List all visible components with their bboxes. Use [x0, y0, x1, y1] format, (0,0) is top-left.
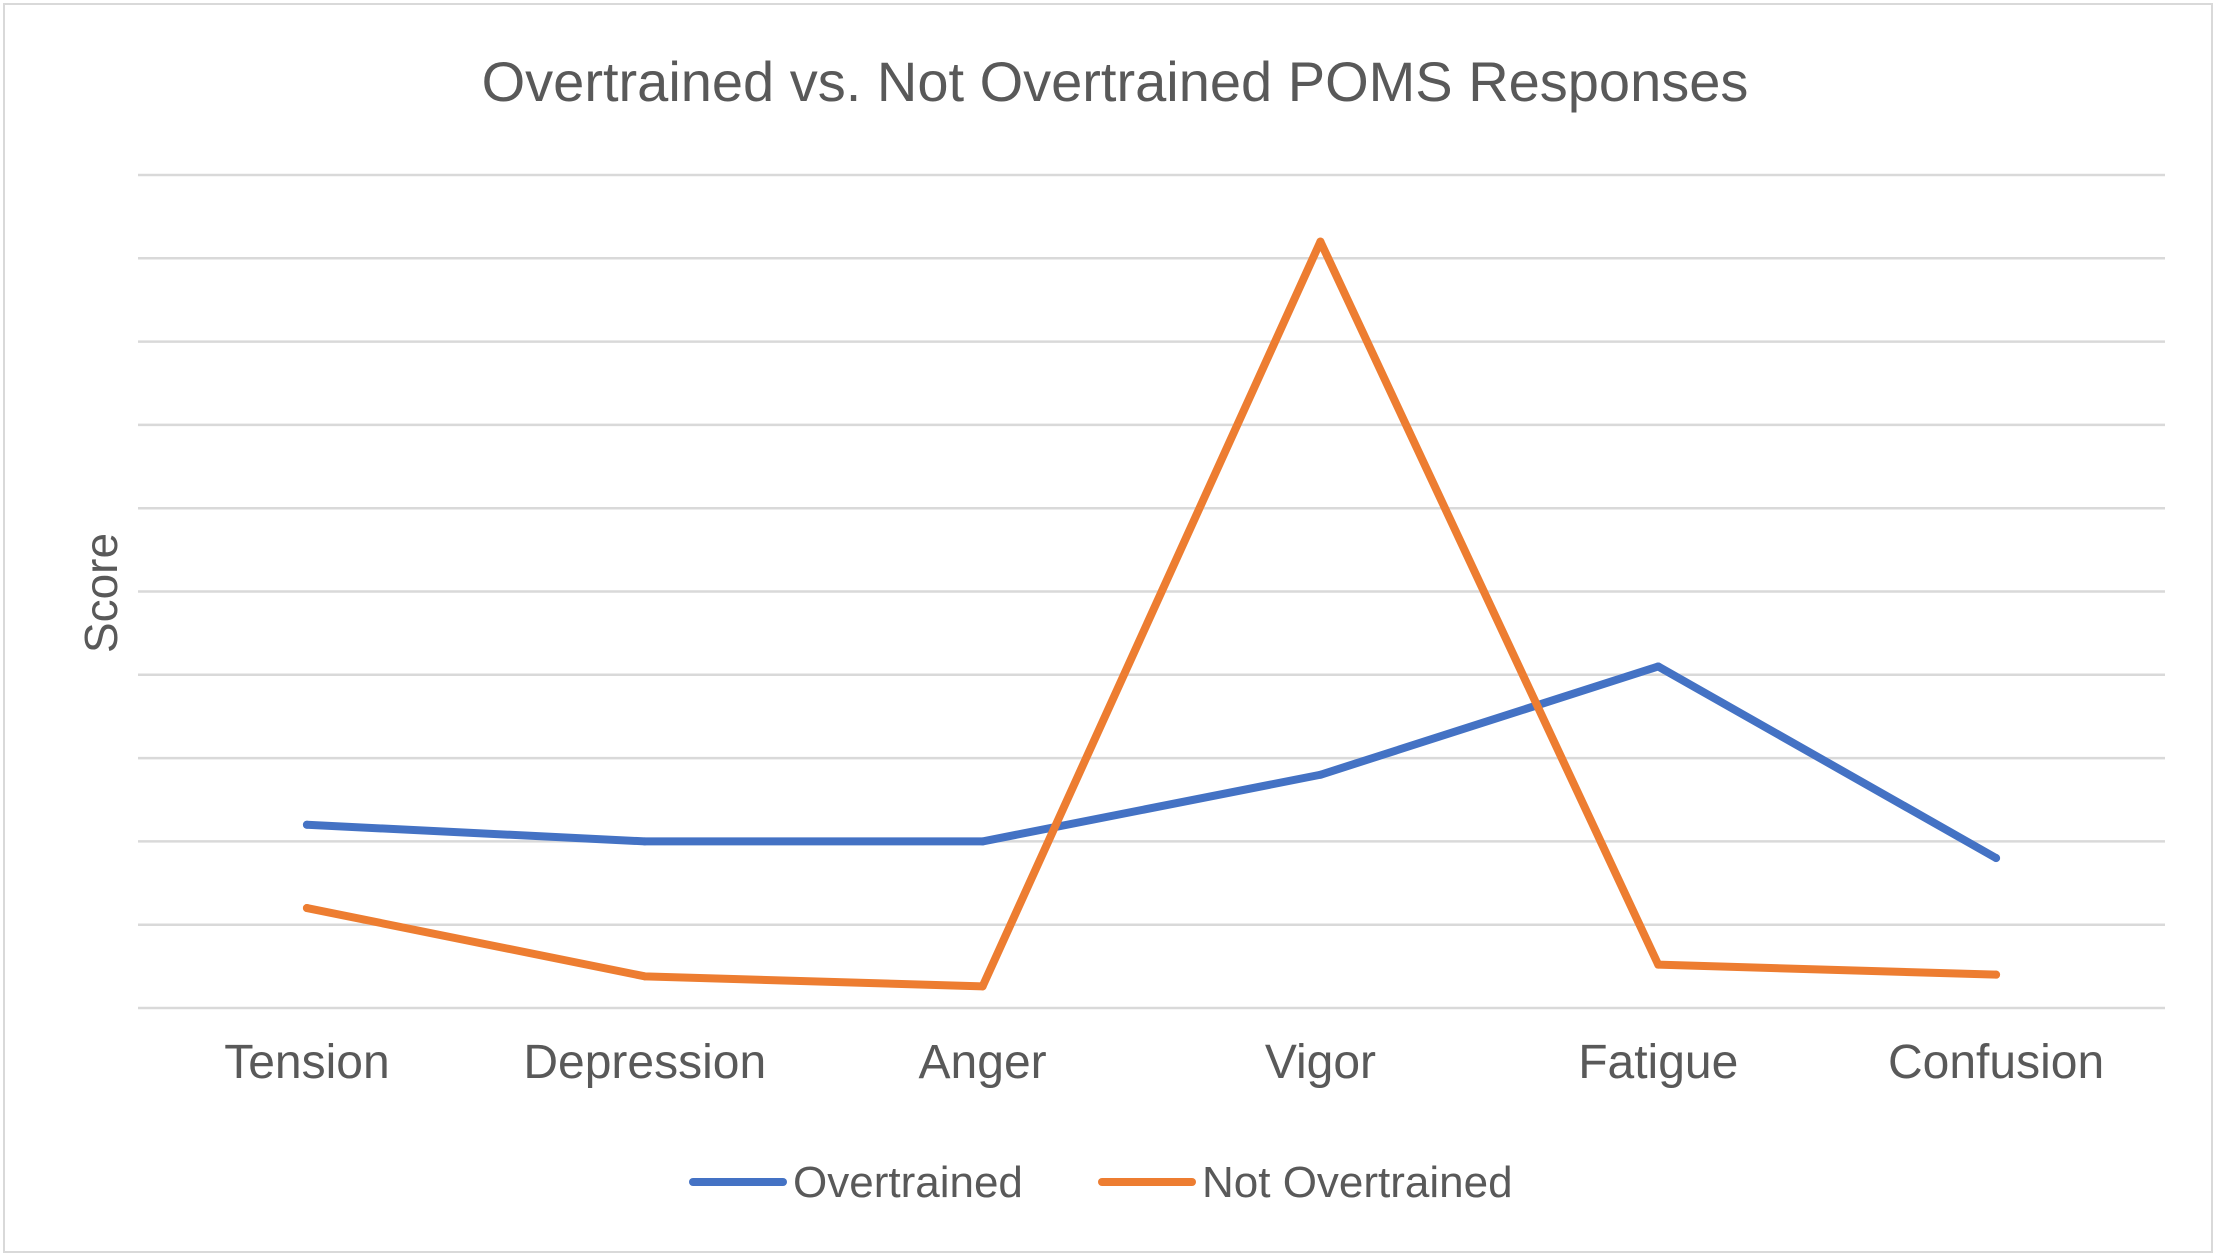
x-tick-label-fatigue: Fatigue — [1578, 1036, 1738, 1089]
data-point-overtrained-confusion — [1992, 854, 2001, 863]
x-axis-ticks: Tension Depression Anger Vigor Fatigue Confus… — [224, 1036, 2104, 1089]
data-point-not-overtrained-vigor — [1316, 237, 1325, 246]
x-tick-label-anger: Anger — [919, 1036, 1047, 1089]
series-line-overtrained — [302, 662, 2001, 863]
data-point-not-overtrained-depression — [640, 972, 649, 981]
legend: Overtrained Not Overtrained — [689, 1158, 1513, 1207]
series-line-not-overtrained — [302, 237, 2001, 991]
data-point-not-overtrained-fatigue — [1654, 960, 1663, 969]
series-lines — [302, 237, 2001, 991]
data-point-overtrained-tension — [302, 820, 311, 829]
chart-title: Overtrained vs. Not Overtrained POMS Res… — [482, 50, 1749, 113]
data-point-overtrained-depression — [640, 837, 649, 846]
x-tick-label-confusion: Confusion — [1888, 1036, 2104, 1089]
data-point-not-overtrained-confusion — [1992, 970, 2001, 979]
legend-label-not-overtrained: Not Overtrained — [1202, 1158, 1513, 1207]
data-point-not-overtrained-tension — [302, 904, 311, 913]
y-axis-label: Score — [75, 533, 127, 653]
legend-label-overtrained: Overtrained — [793, 1158, 1023, 1207]
line-chart: Tension Depression Anger Vigor Fatigue Confus… — [75, 50, 2165, 1207]
x-tick-label-tension: Tension — [224, 1036, 389, 1089]
data-point-overtrained-anger — [978, 837, 987, 846]
chart-frame: Tension Depression Anger Vigor Fatigue Confus… — [3, 3, 2213, 1253]
x-tick-label-depression: Depression — [523, 1036, 766, 1089]
gridlines — [138, 173, 2165, 1010]
x-tick-label-vigor: Vigor — [1265, 1036, 1376, 1089]
data-point-overtrained-vigor — [1316, 770, 1325, 779]
data-point-overtrained-fatigue — [1654, 662, 1663, 671]
data-point-not-overtrained-anger — [978, 982, 987, 991]
